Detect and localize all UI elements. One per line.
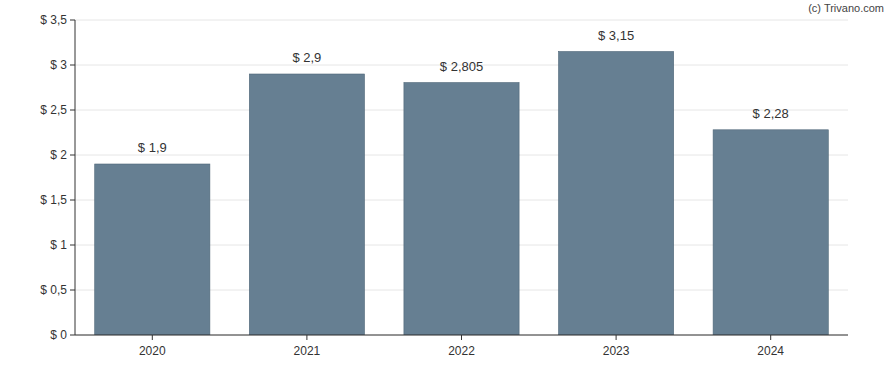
y-tick-label: $ 1,5 [40, 193, 67, 207]
y-tick [70, 200, 75, 201]
x-tick-label: 2023 [603, 344, 630, 358]
x-tick-label: 2024 [757, 344, 784, 358]
bar [95, 164, 210, 335]
bars [95, 52, 829, 336]
x-tick-label: 2022 [448, 344, 475, 358]
grid-line [75, 20, 848, 21]
data-label: $ 3,15 [598, 28, 634, 43]
bar [559, 52, 674, 336]
annotation: (c) Trivano.com [808, 2, 884, 14]
y-tick [70, 20, 75, 21]
data-label: $ 1,9 [138, 140, 167, 155]
y-tick [70, 335, 75, 336]
chart-container: $ 0 $ 0,5 $ 1 $ 1,5 $ 2 $ 2,5 $ 3 $ 3,5 $ 1,9 $ 2… [0, 0, 888, 370]
x-tick [306, 335, 307, 340]
y-tick [70, 245, 75, 246]
y-tick-label: $ 0 [50, 328, 67, 342]
bar [249, 74, 364, 335]
data-label: $ 2,805 [440, 59, 483, 74]
y-tick-label: $ 2,5 [40, 103, 67, 117]
y-tick [70, 110, 75, 111]
x-tick-label: 2021 [294, 344, 321, 358]
y-tick-label: $ 3,5 [40, 13, 67, 27]
y-tick-label: $ 3 [50, 58, 67, 72]
data-label: $ 2,28 [753, 106, 789, 121]
x-tick [616, 335, 617, 340]
data-label: $ 2,9 [292, 50, 321, 65]
x-tick [770, 335, 771, 340]
y-axis [75, 20, 76, 335]
y-tick-label: $ 1 [50, 238, 67, 252]
y-tick [70, 290, 75, 291]
y-tick [70, 155, 75, 156]
x-tick-label: 2020 [139, 344, 166, 358]
y-tick [70, 65, 75, 66]
bar [713, 130, 828, 335]
y-tick-label: $ 0,5 [40, 283, 67, 297]
y-tick-label: $ 2 [50, 148, 67, 162]
x-tick [461, 335, 462, 340]
chart-svg: $ 0 $ 0,5 $ 1 $ 1,5 $ 2 $ 2,5 $ 3 $ 3,5 $ 1,9 $ 2… [0, 0, 888, 370]
bar [404, 83, 519, 335]
x-tick [152, 335, 153, 340]
